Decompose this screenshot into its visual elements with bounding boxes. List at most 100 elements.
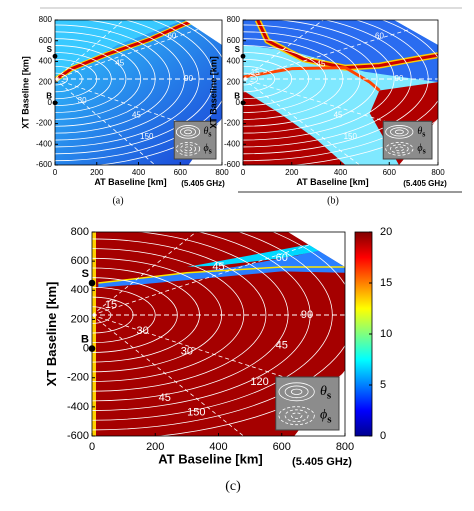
caption: (a) [112, 195, 123, 206]
legend-symbol [278, 406, 315, 426]
legend-symbol [385, 142, 414, 156]
legend-symbol [390, 127, 409, 137]
y-tick-label: 600 [227, 36, 241, 45]
legend-symbol-text: ϕ [417, 143, 422, 154]
legend-symbol [180, 127, 197, 137]
y-axis-label: XT Baseline [km] [44, 282, 59, 387]
contour-label: 45 [276, 340, 288, 352]
contour-label: 90 [184, 74, 193, 83]
y-axis-label: XT Baseline [km] [209, 56, 219, 129]
y-tick-label: 0 [48, 98, 53, 107]
y-tick-label: -200 [36, 119, 53, 128]
contour-ray [55, 78, 222, 151]
y-axis-label: XT Baseline [km] [21, 56, 31, 129]
point-label: S [47, 45, 53, 54]
feature [243, 66, 381, 92]
legend-symbol [385, 125, 414, 139]
legend-symbol [184, 146, 192, 152]
legend-box [382, 120, 433, 160]
contour-label: 60 [167, 32, 176, 41]
point [52, 53, 58, 59]
y-tick-label: -600 [224, 160, 241, 169]
legend-symbol [390, 144, 409, 154]
contour-label: 60 [276, 252, 288, 264]
contour [243, 20, 395, 141]
contour-ray [55, 20, 222, 80]
point [52, 100, 58, 106]
point-label: S [235, 45, 241, 54]
legend-symbol [394, 146, 404, 152]
contour-ray [243, 78, 390, 165]
legend-symbol [175, 142, 201, 156]
legend-subscript: s [422, 129, 425, 138]
point-label: S [82, 268, 89, 280]
legend-label: θs [203, 126, 211, 138]
y-tick-label: -400 [67, 401, 89, 413]
point [88, 345, 96, 352]
colorbar-tick-label: 5 [380, 379, 386, 391]
contour [92, 248, 245, 382]
x-tick-label: 800 [431, 168, 445, 177]
legend-label: ϕs [417, 143, 425, 155]
contour-ray [92, 232, 282, 316]
contour [243, 72, 259, 86]
contour-label: 150 [344, 132, 358, 141]
x-axis-label: AT Baseline [km] [158, 452, 263, 467]
x-tick-label: 600 [174, 168, 188, 177]
legend-symbol [175, 125, 201, 139]
caption: (c) [225, 479, 241, 494]
frequency-note: (5.405 GHz) [292, 456, 352, 468]
y-tick-label: -400 [224, 139, 241, 148]
legend-subscript: s [208, 129, 211, 138]
contour-label: 45 [132, 110, 141, 119]
contour-label: 150 [187, 407, 205, 419]
frequency-note: (5.405 GHz) [181, 179, 225, 188]
colorbar-tick-label: 10 [380, 328, 392, 340]
panel: 30 45 60 90 45 150 0 200 400 600 800 -600 -400 -200 0 2… [21, 15, 230, 206]
legend-subscript: s [423, 146, 426, 155]
x-tick-label: 400 [132, 168, 146, 177]
edge-strip [92, 232, 96, 436]
legend-subscript: s [327, 413, 332, 425]
x-axis-label: AT Baseline [km] [94, 177, 166, 187]
contour-label: 45 [317, 60, 326, 69]
contour-ray [92, 232, 345, 316]
legend-symbol [284, 409, 309, 422]
legend-symbol [290, 412, 303, 419]
contour-label: 45 [334, 110, 343, 119]
y-tick-label: -400 [36, 139, 53, 148]
contour-label: 15 [105, 299, 117, 311]
frequency-note: (5.405 GHz) [403, 179, 447, 188]
caption: (b) [327, 195, 339, 206]
y-tick-label: 0 [83, 342, 89, 354]
contour-label: 120 [250, 376, 268, 388]
contour-label: 150 [140, 132, 154, 141]
contour-label: 90 [395, 74, 404, 83]
y-tick-label: 200 [71, 313, 89, 325]
legend-label: ϕs [320, 408, 332, 425]
y-tick-label: -200 [67, 372, 89, 384]
legend-box [275, 376, 340, 431]
contour [92, 286, 156, 344]
x-axis-label: AT Baseline [km] [296, 177, 368, 187]
contour [55, 20, 215, 155]
contour-ray [92, 314, 282, 436]
contour [243, 65, 276, 93]
colorbar-tick-label: 20 [380, 226, 392, 238]
x-tick-label: 0 [89, 441, 95, 453]
x-tick-label: 200 [90, 168, 104, 177]
contour-label: 45 [115, 59, 124, 68]
x-tick-label: 400 [209, 441, 227, 453]
y-tick-label: 200 [227, 77, 241, 86]
contour [55, 45, 127, 113]
x-tick-label: 200 [285, 168, 299, 177]
contour-label: 60 [375, 32, 384, 41]
y-tick-label: 600 [71, 255, 89, 267]
field [186, 243, 333, 267]
field [55, 20, 185, 83]
legend-symbol [394, 129, 404, 135]
y-tick-label: -600 [36, 160, 53, 169]
x-tick-label: 800 [215, 168, 229, 177]
y-tick-label: 800 [227, 15, 241, 24]
